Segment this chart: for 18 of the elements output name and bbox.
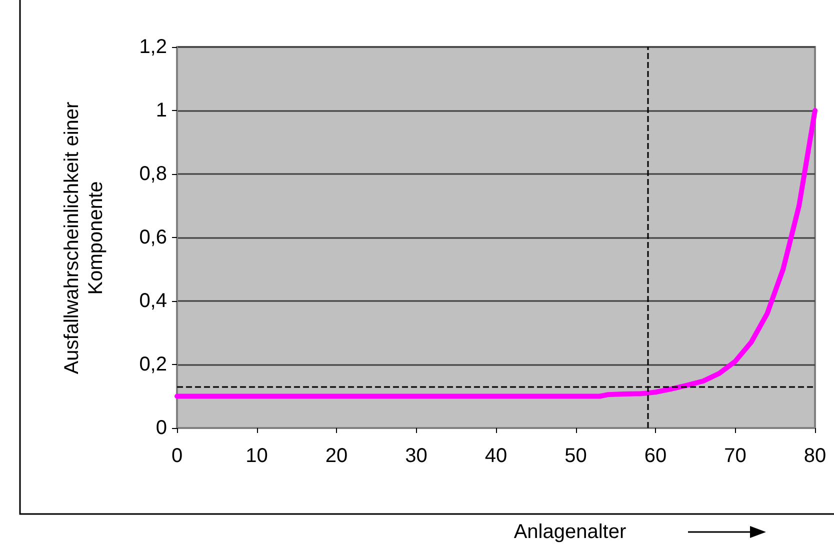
x-axis-title: Anlagenalter — [514, 521, 626, 543]
x-tick-label: 0 — [171, 445, 183, 467]
x-tick-label: 60 — [644, 445, 667, 467]
y-tick-label: 1 — [156, 100, 167, 122]
x-tick-label: 70 — [724, 445, 746, 467]
x-tick-label: 50 — [564, 445, 587, 467]
x-tick-label: 20 — [325, 445, 348, 467]
y-tick-label: 0,6 — [139, 226, 167, 248]
x-tick-label: 30 — [405, 445, 428, 467]
x-tick-label: 40 — [484, 445, 508, 467]
y-tick-label: 0,4 — [139, 290, 167, 312]
y-tick-label: 0,2 — [139, 354, 167, 376]
x-tick-label: 80 — [804, 445, 826, 467]
y-tick-label: 0 — [156, 417, 167, 439]
y-axis-title: Ausfallwahrscheinlichkeit einer Komponente — [61, 101, 107, 374]
x-tick-label: 10 — [246, 445, 268, 467]
y-tick-label: 1,2 — [139, 36, 167, 58]
y-tick-label: 0,8 — [139, 163, 167, 185]
